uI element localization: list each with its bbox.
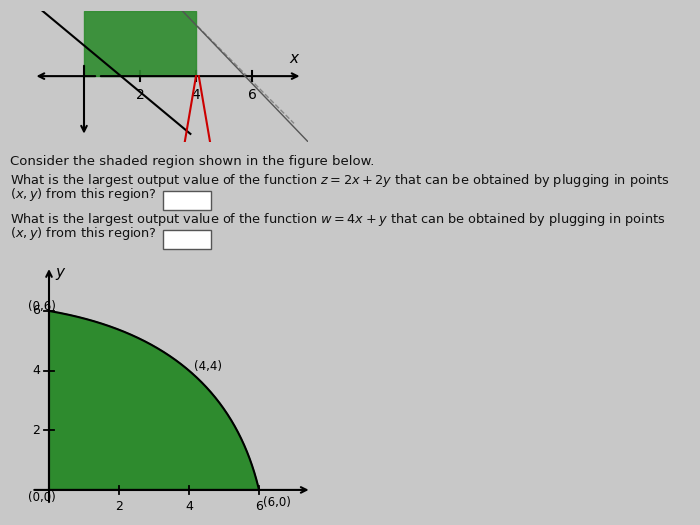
Polygon shape: [49, 311, 259, 490]
Text: (0,6): (0,6): [28, 300, 56, 313]
Text: What is the largest output value of the function $z = 2x + 2y$ that can be obtai: What is the largest output value of the …: [10, 172, 671, 189]
Polygon shape: [84, 10, 196, 76]
Text: 4: 4: [192, 88, 200, 102]
Text: (0,0): (0,0): [28, 491, 56, 504]
Text: (6,0): (6,0): [263, 496, 291, 509]
Text: 2: 2: [115, 500, 123, 513]
Text: Consider the shaded region shown in the figure below.: Consider the shaded region shown in the …: [10, 155, 375, 168]
Text: y: y: [55, 265, 64, 280]
Text: $(x, y)$ from this region?: $(x, y)$ from this region?: [10, 186, 158, 203]
Text: x: x: [290, 50, 298, 66]
Text: (4,4): (4,4): [195, 360, 223, 373]
Text: 6: 6: [255, 500, 263, 513]
Text: 6: 6: [248, 88, 256, 102]
Text: $(x, y)$ from this region?: $(x, y)$ from this region?: [10, 225, 158, 242]
Text: What is the largest output value of the function $w = 4x + y$ that can be obtain: What is the largest output value of the …: [10, 211, 666, 228]
Text: 2: 2: [32, 424, 41, 437]
Text: 4: 4: [32, 364, 41, 377]
Text: 2: 2: [136, 88, 144, 102]
Text: 4: 4: [185, 500, 193, 513]
Text: 6: 6: [32, 304, 41, 318]
